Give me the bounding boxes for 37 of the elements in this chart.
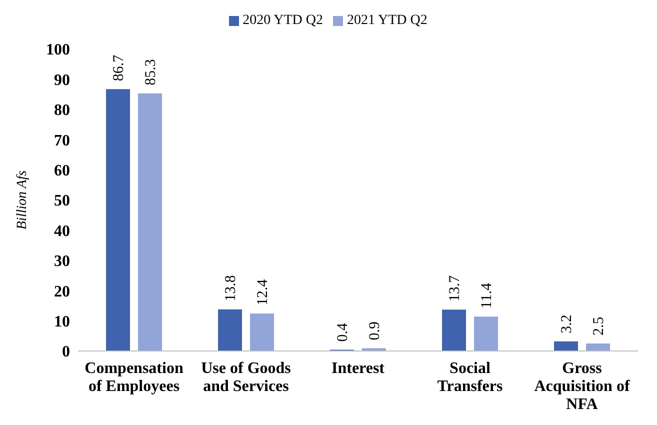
- data-label: 12.4: [255, 278, 271, 306]
- bar: [218, 309, 242, 351]
- x-tick-label: Compensation of Employees: [84, 360, 184, 395]
- x-tick-label: Social Transfers: [437, 360, 503, 395]
- y-tick-label: 90: [54, 72, 70, 89]
- y-tick-label: 40: [54, 222, 70, 240]
- data-label: 0.4: [335, 322, 351, 342]
- x-tick-label: Gross Acquisition of NFA: [534, 360, 630, 413]
- y-tick-label: 10: [54, 313, 70, 330]
- y-tick-label: 20: [54, 283, 70, 300]
- data-label: 85.3: [143, 59, 159, 86]
- data-label: 13.7: [447, 274, 463, 302]
- bar: [106, 89, 130, 351]
- y-tick-label: 30: [54, 253, 70, 270]
- data-label: 3.2: [559, 314, 575, 334]
- y-axis-title: Billion Afs: [14, 170, 30, 230]
- legend-label: 2020 YTD Q2: [242, 13, 323, 28]
- data-label: 2.5: [591, 316, 607, 336]
- data-label: 86.7: [111, 54, 127, 82]
- y-tick-label: 50: [54, 192, 70, 210]
- x-tick-label: Use of Goods and Services: [201, 360, 291, 395]
- y-tick-label: 0: [62, 344, 70, 361]
- bar: [138, 93, 162, 351]
- bar: [442, 310, 466, 351]
- legend-label: 2021 YTD Q2: [347, 13, 428, 28]
- y-tick-label: 70: [54, 132, 70, 150]
- bar: [586, 343, 610, 351]
- bar: [250, 314, 274, 351]
- y-tick-label: 100: [46, 42, 70, 59]
- data-label: 0.9: [367, 322, 383, 340]
- data-label: 13.8: [223, 275, 239, 302]
- y-tick-label: 80: [54, 102, 70, 120]
- data-label: 11.4: [479, 282, 495, 309]
- x-tick-label: Interest: [331, 360, 386, 377]
- bar: [474, 316, 498, 351]
- bar: [554, 341, 578, 351]
- y-tick-label: 60: [54, 162, 70, 180]
